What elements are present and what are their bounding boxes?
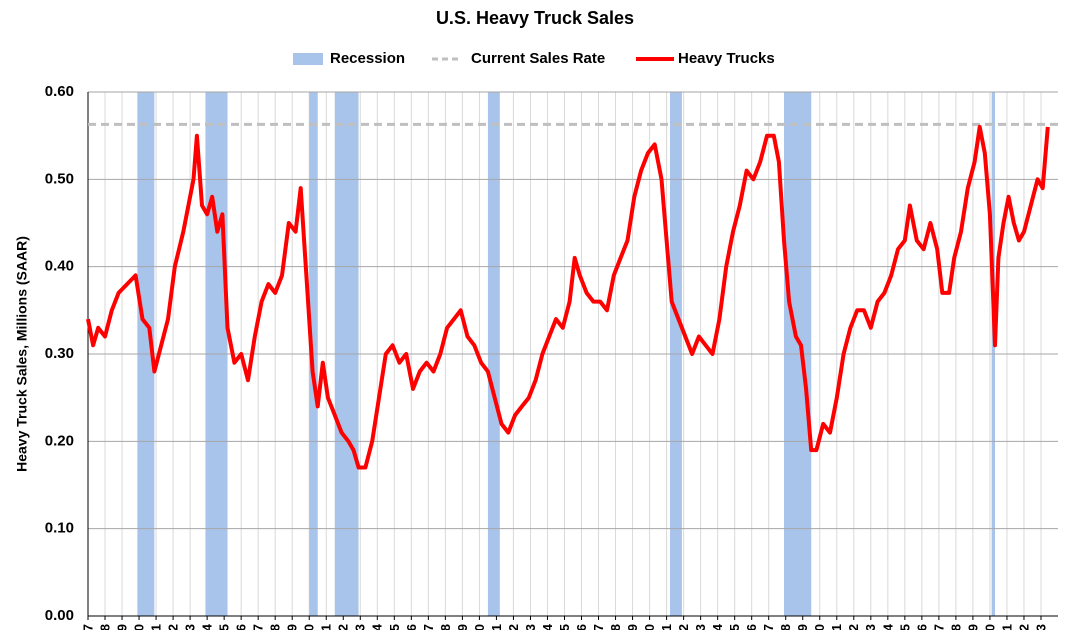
x-tick-label: 1979 bbox=[285, 624, 300, 630]
x-tick-label: 2000 bbox=[642, 624, 657, 630]
x-tick-label: 1992 bbox=[506, 624, 521, 630]
x-tick-label: 2003 bbox=[693, 624, 708, 630]
x-tick-label: 2016 bbox=[914, 624, 929, 630]
y-tick-label: 0.60 bbox=[45, 83, 74, 100]
x-tick-label: 2006 bbox=[744, 624, 759, 630]
x-tick-label: 2012 bbox=[846, 624, 861, 630]
x-tick-label: 2022 bbox=[1016, 624, 1031, 630]
legend-label: Recession bbox=[330, 50, 405, 67]
legend-swatch bbox=[293, 53, 323, 65]
x-tick-label: 1998 bbox=[608, 624, 623, 630]
x-tick-label: 2002 bbox=[676, 624, 691, 630]
y-tick-label: 0.00 bbox=[45, 607, 74, 624]
x-tick-label: 2008 bbox=[778, 624, 793, 630]
y-axis-title: Heavy Truck Sales, Millions (SAAR) bbox=[14, 236, 30, 472]
x-tick-label: 2009 bbox=[795, 624, 810, 630]
y-tick-label: 0.20 bbox=[45, 432, 74, 449]
x-tick-label: 1974 bbox=[200, 623, 215, 630]
chart-title: U.S. Heavy Truck Sales bbox=[436, 8, 634, 28]
x-tick-label: 1995 bbox=[557, 624, 572, 630]
x-tick-label: 1976 bbox=[234, 624, 249, 630]
y-tick-label: 0.40 bbox=[45, 258, 74, 275]
x-tick-label: 1989 bbox=[455, 624, 470, 630]
x-tick-label: 1982 bbox=[336, 624, 351, 630]
x-tick-label: 1984 bbox=[370, 623, 385, 630]
x-tick-label: 2011 bbox=[829, 624, 844, 630]
x-tick-label: 1971 bbox=[149, 624, 164, 630]
x-tick-label: 1973 bbox=[183, 624, 198, 630]
x-tick-label: 1977 bbox=[251, 624, 266, 630]
x-tick-label: 1996 bbox=[574, 624, 589, 630]
x-tick-label: 2015 bbox=[897, 624, 912, 630]
x-tick-label: 2007 bbox=[761, 624, 776, 630]
x-tick-label: 1997 bbox=[591, 624, 606, 630]
x-tick-label: 1988 bbox=[438, 624, 453, 630]
x-tick-label: 2010 bbox=[812, 624, 827, 630]
x-tick-label: 1969 bbox=[114, 624, 129, 630]
y-tick-label: 0.50 bbox=[45, 170, 74, 187]
x-tick-label: 1990 bbox=[472, 624, 487, 630]
y-tick-label: 0.30 bbox=[45, 345, 74, 362]
x-tick-label: 1987 bbox=[421, 624, 436, 630]
x-tick-label: 1975 bbox=[217, 624, 232, 630]
x-tick-label: 1985 bbox=[387, 624, 402, 630]
x-tick-label: 1968 bbox=[97, 624, 112, 630]
x-tick-label: 2014 bbox=[880, 623, 895, 630]
x-tick-label: 2020 bbox=[982, 624, 997, 630]
legend-label: Current Sales Rate bbox=[471, 50, 605, 67]
x-tick-label: 1981 bbox=[319, 624, 334, 630]
y-tick-label: 0.10 bbox=[45, 520, 74, 537]
x-tick-label: 1986 bbox=[404, 624, 419, 630]
x-tick-label: 1994 bbox=[540, 623, 555, 630]
legend-label: Heavy Trucks bbox=[678, 50, 775, 67]
x-tick-label: 1972 bbox=[166, 624, 181, 630]
x-tick-label: 2021 bbox=[999, 624, 1014, 630]
x-tick-label: 2023 bbox=[1033, 624, 1048, 630]
x-tick-label: 2001 bbox=[659, 624, 674, 630]
x-tick-label: 1970 bbox=[131, 624, 146, 630]
x-tick-label: 1983 bbox=[353, 624, 368, 630]
x-tick-label: 2004 bbox=[710, 623, 725, 630]
x-tick-label: 1978 bbox=[268, 624, 283, 630]
x-tick-label: 1991 bbox=[489, 624, 504, 630]
data-line bbox=[86, 124, 1050, 470]
x-tick-label: 2013 bbox=[863, 624, 878, 630]
x-tick-label: 2019 bbox=[965, 624, 980, 630]
x-tick-label: 2018 bbox=[948, 624, 963, 630]
x-tick-label: 2017 bbox=[931, 624, 946, 630]
x-tick-label: 1993 bbox=[523, 624, 538, 630]
x-tick-label: 1980 bbox=[302, 624, 317, 630]
x-tick-label: 2005 bbox=[727, 624, 742, 630]
x-tick-label: 1999 bbox=[625, 624, 640, 630]
x-tick-label: 1967 bbox=[80, 624, 95, 630]
